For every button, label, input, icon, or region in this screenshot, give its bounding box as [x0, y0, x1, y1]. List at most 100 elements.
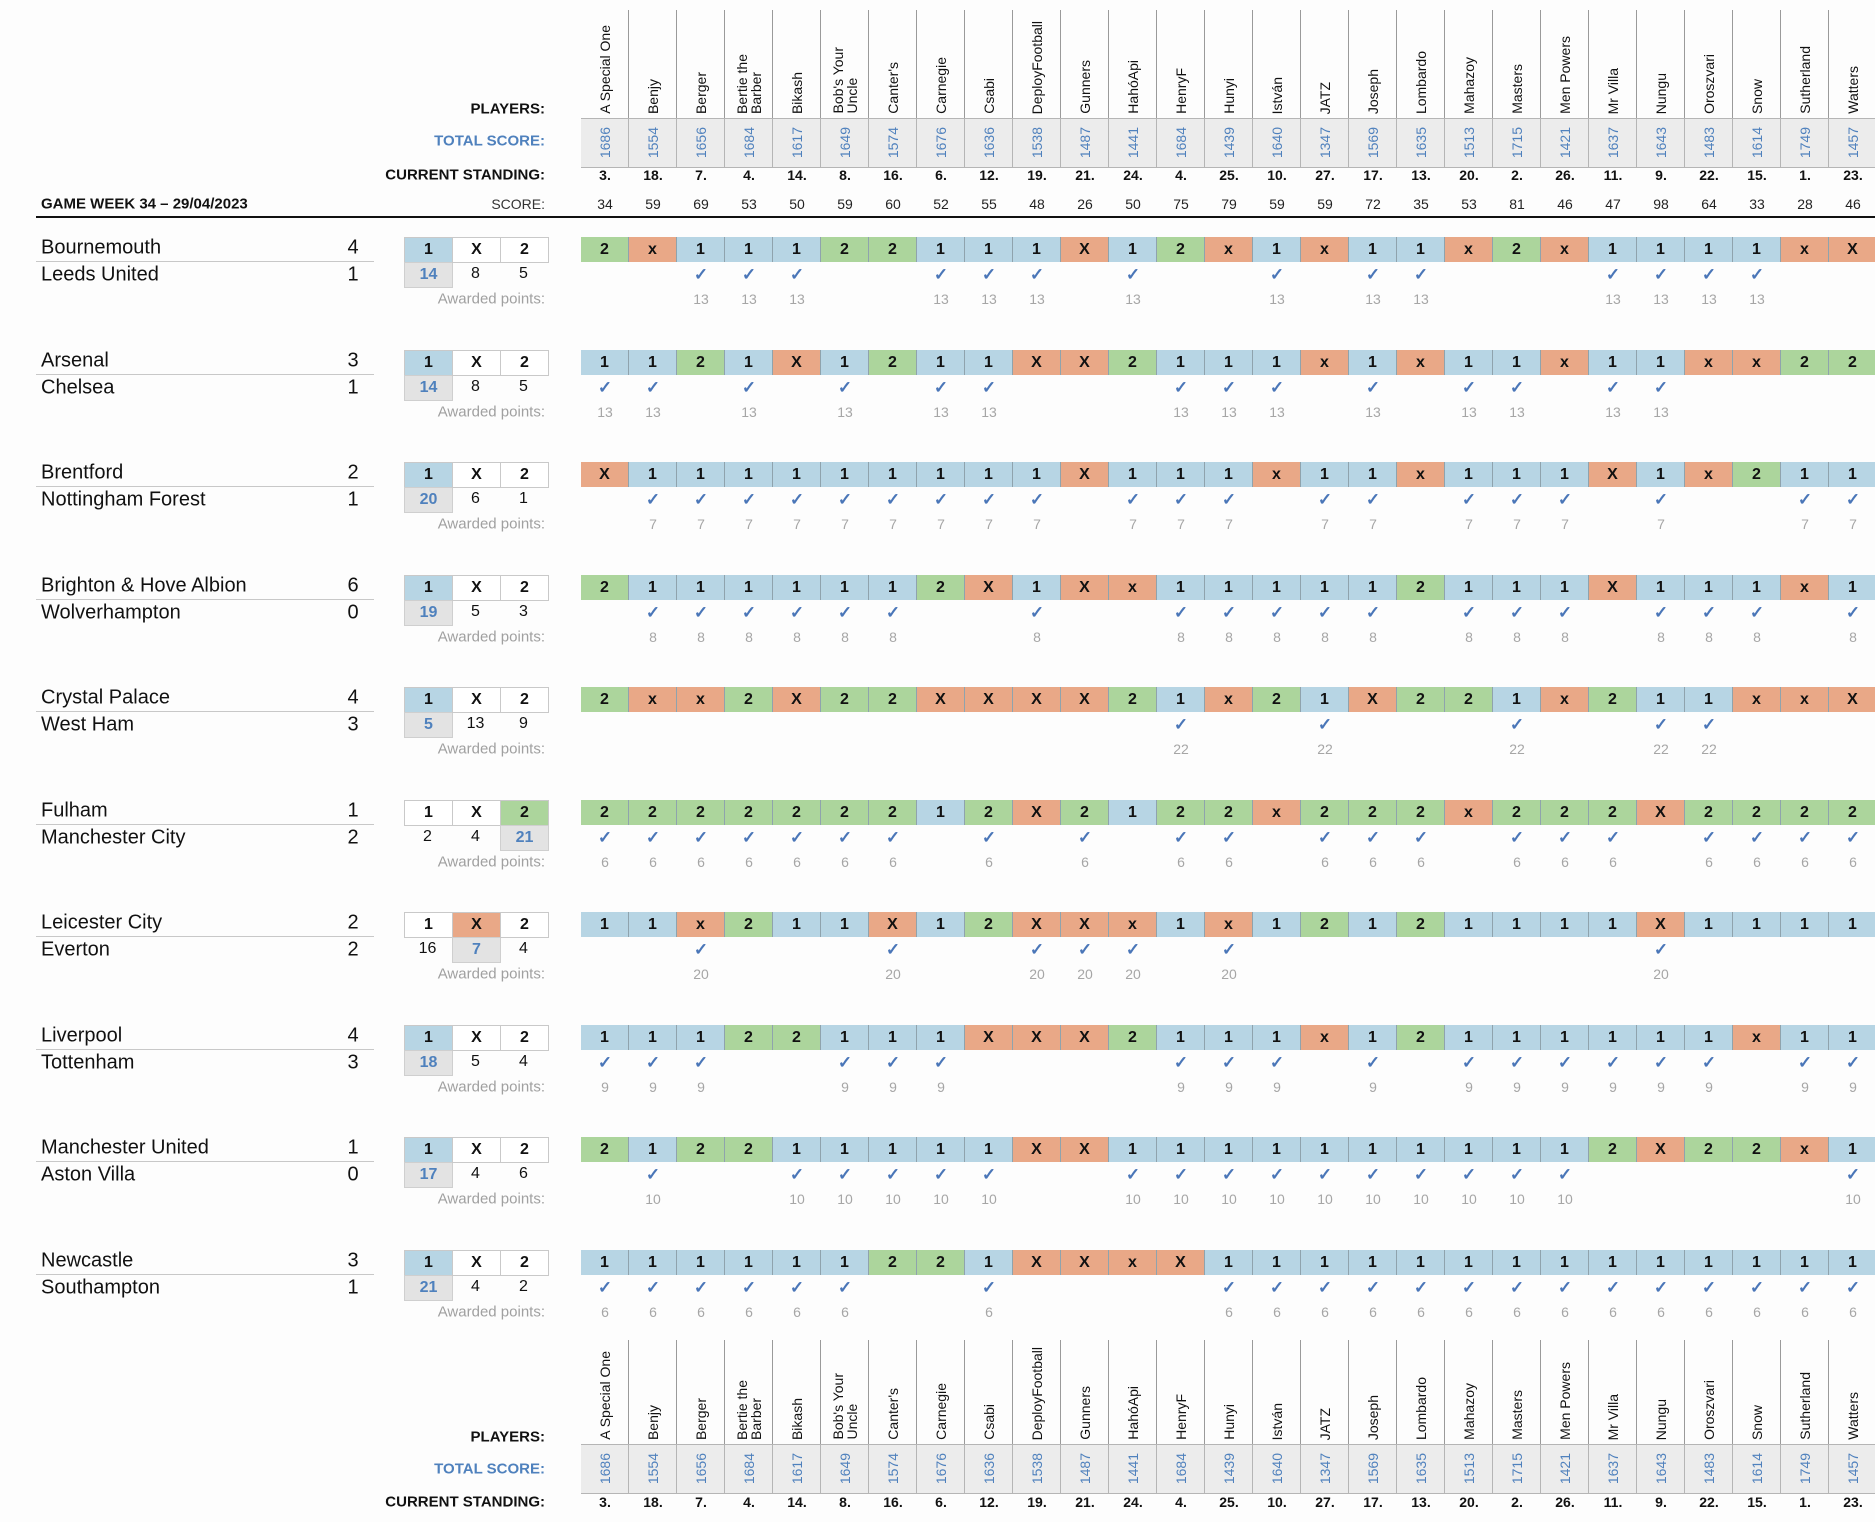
player-name-header[interactable]: Watters	[1829, 10, 1875, 114]
player-name-header[interactable]: DeployFootball	[1013, 10, 1061, 114]
player-name-header[interactable]: Mr Villa	[1589, 1340, 1637, 1440]
player-name-header[interactable]: Csabi	[965, 10, 1013, 114]
player-name-header[interactable]: Hunyi	[1205, 10, 1253, 114]
player-name-header[interactable]: Bikash	[773, 1340, 821, 1440]
player-name-header[interactable]: Nungu	[1637, 10, 1685, 114]
player-name-header[interactable]: Berger	[677, 10, 725, 114]
player-name-header[interactable]: JATZ	[1301, 10, 1349, 114]
player-name-header[interactable]: HenryF	[1157, 10, 1205, 114]
player-name: Snow	[1749, 1404, 1765, 1440]
player-pick: 1	[725, 1250, 773, 1275]
player-name-header[interactable]: Bob's Your Uncle	[821, 10, 869, 114]
player-name-header[interactable]: Men Powers	[1541, 10, 1589, 114]
current-standing-value: 24.	[1123, 1494, 1143, 1510]
player-name-header[interactable]: Bertie the Barber	[725, 10, 773, 114]
player-name-header[interactable]: Masters	[1493, 10, 1541, 114]
player-name-header[interactable]: Sutherland	[1781, 1340, 1829, 1440]
pick-count: 5	[471, 1053, 480, 1070]
check-icon: ✓	[1221, 1278, 1237, 1297]
week-score-value: 50	[789, 196, 805, 212]
total-score-cell: 1614	[1733, 118, 1781, 168]
player-name-header[interactable]: Hunyi	[1205, 1340, 1253, 1440]
player-name-header[interactable]: Mahazoy	[1445, 10, 1493, 114]
player-name-header[interactable]: JATZ	[1301, 1340, 1349, 1440]
awarded-points-value: 9	[889, 1079, 897, 1095]
player-name-header[interactable]: Csabi	[965, 1340, 1013, 1440]
awarded-points-value: 9	[1177, 1079, 1185, 1095]
player-name-header[interactable]: Watters	[1829, 1340, 1875, 1440]
pick-option-2: 2	[500, 1250, 549, 1276]
player-pick: 1	[1157, 350, 1205, 375]
player-name: A Special One	[597, 1351, 613, 1440]
player-name-header[interactable]: A Special One	[581, 10, 629, 114]
player-name-header[interactable]: Nungu	[1637, 1340, 1685, 1440]
column-divider	[1108, 10, 1109, 118]
player-name-header[interactable]: Gunners	[1061, 1340, 1109, 1440]
player-pick: 1	[1637, 462, 1685, 487]
player-name-header[interactable]: Oroszvari	[1685, 1340, 1733, 1440]
total-score-cell: 1483	[1685, 1444, 1733, 1494]
column-divider	[916, 1340, 917, 1444]
player-name-header[interactable]: HenryF	[1157, 1340, 1205, 1440]
player-pick: 1	[1445, 912, 1493, 937]
player-name-header[interactable]: Snow	[1733, 10, 1781, 114]
player-pick: 2	[1829, 350, 1875, 375]
check-icon: ✓	[1701, 715, 1717, 734]
player-name-header[interactable]: HahóApi	[1109, 10, 1157, 114]
player-pick: 2	[965, 912, 1013, 937]
player-name-header[interactable]: DeployFootball	[1013, 1340, 1061, 1440]
player-name: HenryF	[1173, 68, 1189, 114]
player-pick: 1	[629, 462, 677, 487]
awarded-points-value: 13	[1173, 404, 1189, 420]
player-name-header[interactable]: HahóApi	[1109, 1340, 1157, 1440]
player-name-header[interactable]: Canter's	[869, 10, 917, 114]
player-name-header[interactable]: Bob's Your Uncle	[821, 1340, 869, 1440]
current-standing-value: 3.	[599, 1494, 611, 1510]
player-name-header[interactable]: Sutherland	[1781, 10, 1829, 114]
player-name-header[interactable]: Lombardo	[1397, 1340, 1445, 1440]
pick-option-1: 1	[404, 237, 453, 263]
column-divider	[1156, 1340, 1157, 1444]
pick-count: 14	[404, 375, 453, 401]
pick-count: 21	[404, 1275, 453, 1301]
player-name-header[interactable]: Masters	[1493, 1340, 1541, 1440]
awarded-points-value: 9	[1705, 1079, 1713, 1095]
check-icon: ✓	[1845, 490, 1861, 509]
player-name-header[interactable]: Gunners	[1061, 10, 1109, 114]
player-pick: 1	[1109, 800, 1157, 825]
column-divider	[1012, 1340, 1013, 1444]
current-standing-value: 4.	[743, 167, 755, 183]
player-name-header[interactable]: Bikash	[773, 10, 821, 114]
player-name-header[interactable]: Men Powers	[1541, 1340, 1589, 1440]
player-pick: 1	[677, 1250, 725, 1275]
game-week-title: GAME WEEK 34 – 29/04/2023	[41, 195, 248, 213]
player-name-header[interactable]: István	[1253, 1340, 1301, 1440]
check-icon: ✓	[1173, 490, 1189, 509]
player-name-header[interactable]: Mr Villa	[1589, 10, 1637, 114]
player-pick: X	[1061, 575, 1109, 600]
home-goals: 2	[347, 911, 359, 934]
player-name-header[interactable]: Mahazoy	[1445, 1340, 1493, 1440]
player-name-header[interactable]: Bertie the Barber	[725, 1340, 773, 1440]
current-standing-value: 15.	[1747, 167, 1767, 183]
player-name-header[interactable]: Joseph	[1349, 1340, 1397, 1440]
player-name-header[interactable]: Benjy	[629, 1340, 677, 1440]
player-name-header[interactable]: Lombardo	[1397, 10, 1445, 114]
player-name-header[interactable]: István	[1253, 10, 1301, 114]
player-pick: 1	[629, 350, 677, 375]
awarded-points-value: 13	[1605, 404, 1621, 420]
pick-count: 4	[471, 828, 480, 845]
player-name-header[interactable]: Snow	[1733, 1340, 1781, 1440]
player-name-header[interactable]: Canter's	[869, 1340, 917, 1440]
player-pick: 1	[1589, 912, 1637, 937]
awarded-points-value: 6	[1849, 854, 1857, 870]
player-name-header[interactable]: Carnegie	[917, 1340, 965, 1440]
column-divider	[1156, 10, 1157, 118]
player-name-header[interactable]: Joseph	[1349, 10, 1397, 114]
player-name-header[interactable]: Carnegie	[917, 10, 965, 114]
player-name-header[interactable]: Berger	[677, 1340, 725, 1440]
pick-count: 18	[404, 1050, 453, 1076]
player-name-header[interactable]: Benjy	[629, 10, 677, 114]
player-name-header[interactable]: Oroszvari	[1685, 10, 1733, 114]
player-name-header[interactable]: A Special One	[581, 1340, 629, 1440]
